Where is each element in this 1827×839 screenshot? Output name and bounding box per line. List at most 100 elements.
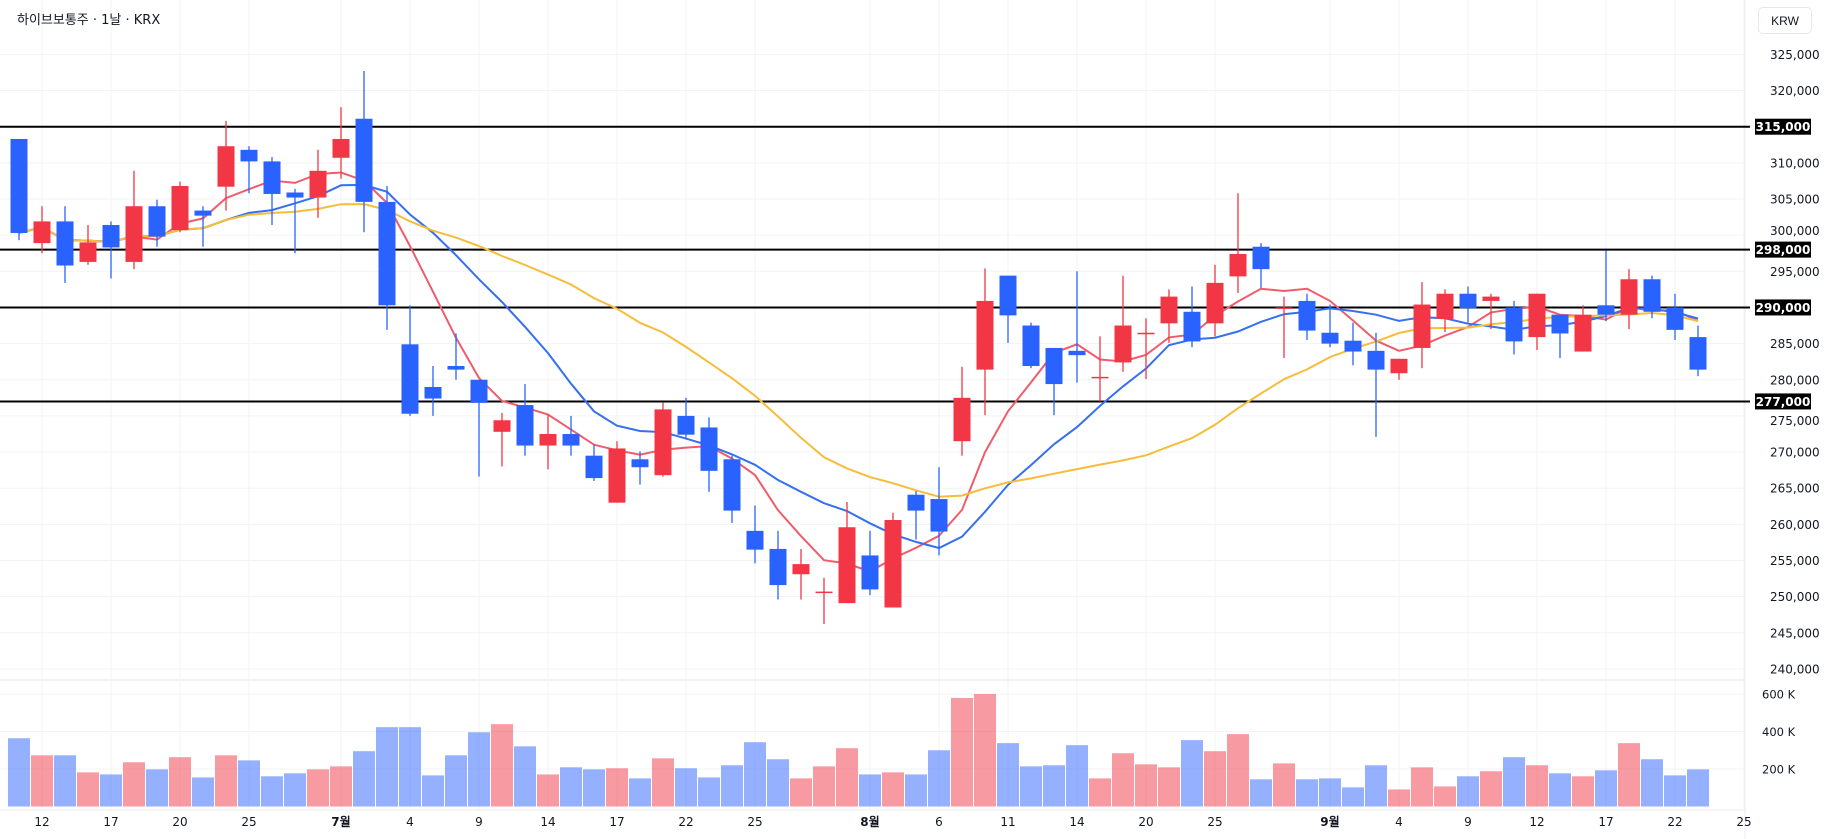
candle-body xyxy=(1252,246,1270,270)
candle xyxy=(1068,271,1086,383)
date-label: 9월 xyxy=(1320,814,1339,829)
candle xyxy=(700,417,718,492)
volume-bar xyxy=(284,773,306,807)
candle xyxy=(792,548,810,600)
candle-body xyxy=(56,221,74,266)
volume-bar xyxy=(422,775,444,807)
volume-bar xyxy=(905,774,927,807)
price-tick-label: 280,000 xyxy=(1770,373,1820,387)
candles xyxy=(10,71,1707,625)
candle-body xyxy=(930,499,948,532)
candle xyxy=(355,71,373,233)
volume-bar xyxy=(1112,753,1134,807)
candle xyxy=(861,530,879,596)
price-tick-label: 305,000 xyxy=(1770,193,1820,207)
volume-bar xyxy=(169,757,191,807)
date-label: 25 xyxy=(1207,815,1222,829)
price-tick-label: 275,000 xyxy=(1770,414,1820,428)
volume-bar xyxy=(215,755,237,807)
volume-bar xyxy=(100,774,122,807)
candle xyxy=(102,221,120,279)
date-label: 17 xyxy=(103,815,118,829)
candle xyxy=(907,491,925,540)
volume-bar xyxy=(307,769,329,807)
price-tick-label: 260,000 xyxy=(1770,518,1820,532)
date-label: 9 xyxy=(1464,815,1472,829)
price-tick-label: 295,000 xyxy=(1770,265,1820,279)
volume-bar xyxy=(1066,745,1088,807)
time-axis[interactable]: 12 17 20 25 7월 4 9 14 17 22 25 8월 6 11 14 20 25 9월 4 9 12 17 2… xyxy=(34,814,1751,829)
chart-title: 하이브보통주 · 1날 · KRX xyxy=(17,13,161,28)
candle-body xyxy=(1505,307,1523,342)
candle xyxy=(1551,314,1569,359)
candle xyxy=(1022,322,1040,369)
price-axis[interactable]: 325,000 320,000 310,000 305,000 300,000 295,0… xyxy=(1755,48,1820,777)
candle xyxy=(585,444,603,481)
candle-body xyxy=(769,548,787,586)
candle-body xyxy=(815,591,833,594)
candle-body xyxy=(33,221,51,244)
candle-body xyxy=(838,527,856,604)
date-label: 8월 xyxy=(860,814,879,829)
volume-bar xyxy=(1641,759,1663,807)
candle-body xyxy=(470,379,488,403)
candle-body xyxy=(424,386,442,399)
volume-bar xyxy=(1089,778,1111,807)
candle xyxy=(1137,318,1155,380)
price-tick-label: 310,000 xyxy=(1770,156,1820,170)
date-label: 12 xyxy=(1529,815,1544,829)
candle xyxy=(838,501,856,604)
volume-bar xyxy=(1664,775,1686,807)
candle xyxy=(930,467,948,556)
price-tick-label: 270,000 xyxy=(1770,446,1820,460)
candle-body xyxy=(1390,358,1408,374)
volume-bar xyxy=(192,777,214,807)
date-label: 25 xyxy=(747,815,762,829)
candle-body xyxy=(1022,325,1040,367)
volume-tick-label: 200 K xyxy=(1762,763,1796,777)
volume-bar xyxy=(1319,778,1341,807)
candle xyxy=(723,455,741,523)
candle xyxy=(79,225,97,265)
candle-body xyxy=(194,210,212,216)
candle xyxy=(1689,325,1707,377)
candle-body xyxy=(332,138,350,158)
candle xyxy=(1482,293,1500,330)
candle-body xyxy=(1183,311,1201,342)
volume-bar xyxy=(1457,776,1479,807)
date-label: 14 xyxy=(540,815,555,829)
volume-bar xyxy=(468,732,490,807)
price-tick-label: 265,000 xyxy=(1770,482,1820,496)
candle-body xyxy=(1321,332,1339,344)
volume-bar xyxy=(721,765,743,807)
volume-bar xyxy=(1365,765,1387,807)
currency-button[interactable]: KRW xyxy=(1758,7,1812,34)
candle-body xyxy=(792,564,810,575)
volume-bar xyxy=(629,778,651,807)
date-label: 6 xyxy=(935,815,943,829)
volume-bar xyxy=(859,774,881,807)
candle-body xyxy=(1045,347,1063,385)
volume-bar xyxy=(1020,766,1042,807)
price-tick-label: 285,000 xyxy=(1770,337,1820,351)
candle-body xyxy=(447,366,465,370)
candle xyxy=(1183,286,1201,348)
date-label: 25 xyxy=(241,815,256,829)
candle xyxy=(1229,193,1247,293)
volume-bar xyxy=(330,766,352,807)
volume-bar xyxy=(445,755,467,807)
candle xyxy=(976,268,994,416)
candle-body xyxy=(1068,350,1086,356)
candle xyxy=(1528,293,1546,351)
level-label: 315,000 xyxy=(1756,120,1811,134)
volume-bars xyxy=(8,694,1709,807)
volume-bar xyxy=(606,768,628,807)
candle xyxy=(815,577,833,625)
date-label: 20 xyxy=(172,815,187,829)
candle xyxy=(654,402,672,477)
volume-bar xyxy=(1549,773,1571,807)
volume-bar xyxy=(836,748,858,807)
volume-bar xyxy=(1181,740,1203,807)
volume-bar xyxy=(744,742,766,807)
